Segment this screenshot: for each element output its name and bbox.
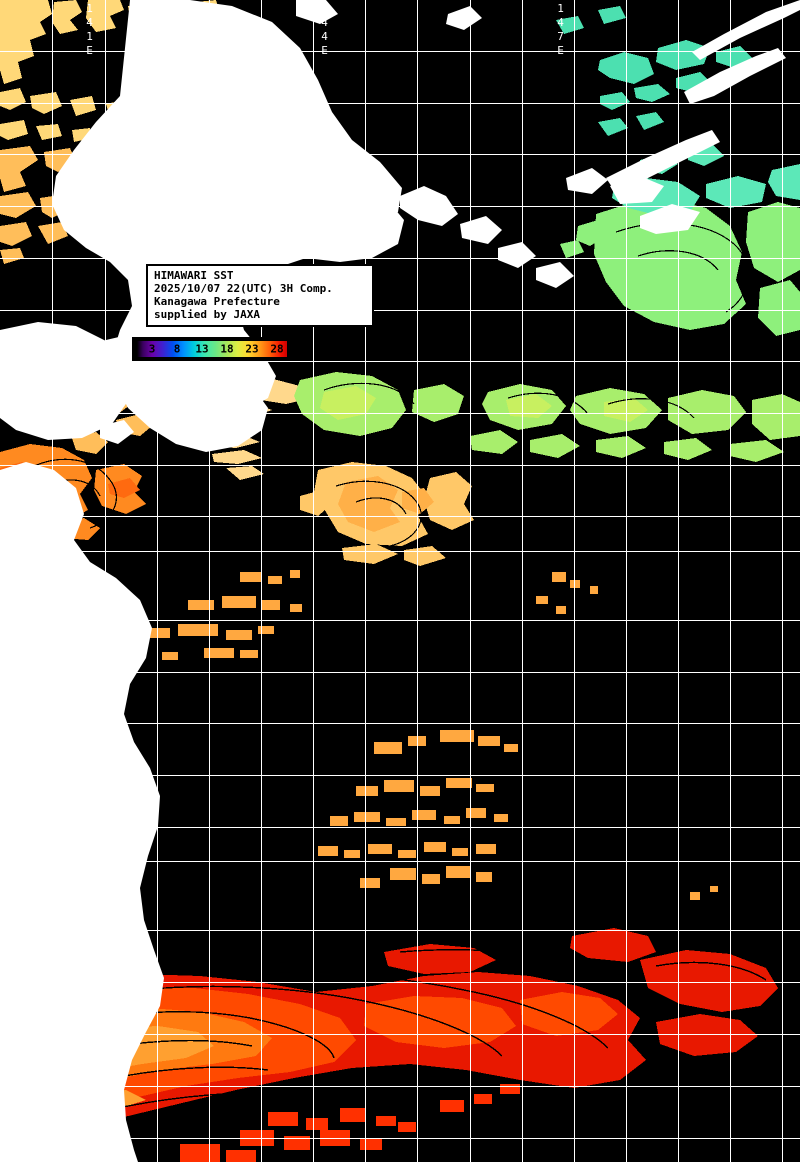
- info-timestamp: 2025/10/07 22(UTC) 3H Comp.: [154, 282, 333, 295]
- longitude-label-141e: 141E: [83, 2, 96, 58]
- colorbar-tick-18: 18: [220, 342, 234, 356]
- colorbar-tick-labels: 3 8 13 18 23 28: [137, 341, 287, 357]
- colorbar-tick-28: 28: [270, 342, 284, 356]
- colorbar-tick-8: 8: [173, 342, 181, 356]
- product-info-box: HIMAWARI SST 2025/10/07 22(UTC) 3H Comp.…: [146, 264, 374, 327]
- info-region: Kanagawa Prefecture: [154, 295, 280, 308]
- info-credit: supplied by JAXA: [154, 308, 260, 321]
- info-title: HIMAWARI SST: [154, 269, 234, 282]
- colorbar-gradient: [137, 341, 287, 357]
- colorbar-tick-23: 23: [245, 342, 259, 356]
- temperature-colorbar: 3 8 13 18 23 28: [132, 337, 292, 361]
- longitude-label-147e: 147E: [554, 2, 567, 58]
- colorbar-scale: 3 8 13 18 23 28: [136, 340, 288, 358]
- longitude-label-144e: 144E: [318, 2, 331, 58]
- colorbar-tick-3: 3: [148, 342, 156, 356]
- colorbar-tick-13: 13: [195, 342, 209, 356]
